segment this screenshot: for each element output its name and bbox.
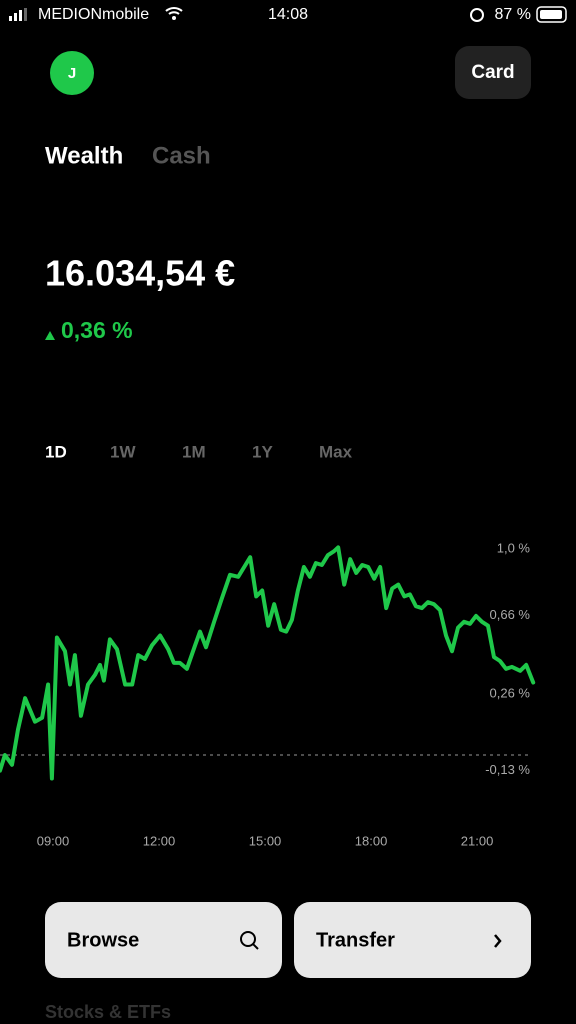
up-arrow [45,331,55,340]
search-icon [240,931,256,947]
range-1m[interactable]: 1M [182,442,206,461]
chart: 1,0 % 0,66 % 0,26 % -0,13 % 09:00 12:00 15:00 1… [0,541,536,848]
x-tick-label: 15:00 [249,833,282,848]
range-1y[interactable]: 1Y [252,442,273,461]
wifi-icon-dot [172,16,176,20]
x-tick-label: 09:00 [37,833,70,848]
search-icon-handle [252,943,259,950]
y-tick-label: 0,66 % [490,607,531,622]
browse-label: Browse [67,929,139,951]
x-tick-label: 21:00 [461,833,494,848]
signal-bar [24,8,27,21]
balance: 16.034,54 € [45,253,235,294]
signal-bar [19,10,22,21]
price-line [0,545,536,781]
x-tick-label: 18:00 [355,833,388,848]
rotation-lock-icon [470,8,484,22]
battery-level: 87 % [495,6,531,23]
tab-cash[interactable]: Cash [152,142,211,169]
range-max[interactable]: Max [319,442,353,461]
range-1w[interactable]: 1W [110,442,136,461]
clock: 14:08 [268,6,308,23]
range-1d[interactable]: 1D [45,442,67,461]
change: 0,36 % [61,317,133,343]
transfer-label: Transfer [316,929,395,951]
signal-bar [9,16,12,21]
x-tick-label: 12:00 [143,833,176,848]
card-button-label: Card [471,62,514,83]
transfer-button[interactable] [294,902,531,978]
battery-icon [536,6,567,23]
battery-fill [540,10,562,19]
carrier: MEDIONmobile [38,6,149,23]
status-bar: MEDIONmobile 14:08 87 % [9,6,567,23]
y-tick-label: -0,13 % [485,762,530,777]
avatar-initial: J [68,65,76,82]
tab-wealth[interactable]: Wealth [45,142,123,169]
section-title: Stocks & ETFs [45,1002,171,1022]
avatar[interactable] [50,51,94,95]
y-tick-label: 0,26 % [490,685,531,700]
signal-bar [14,13,17,21]
y-tick-label: 1,0 % [497,541,531,556]
browse-button[interactable] [45,902,282,978]
chevron-icon [494,934,502,948]
card-button[interactable] [455,46,531,99]
wifi-icon [165,7,183,15]
